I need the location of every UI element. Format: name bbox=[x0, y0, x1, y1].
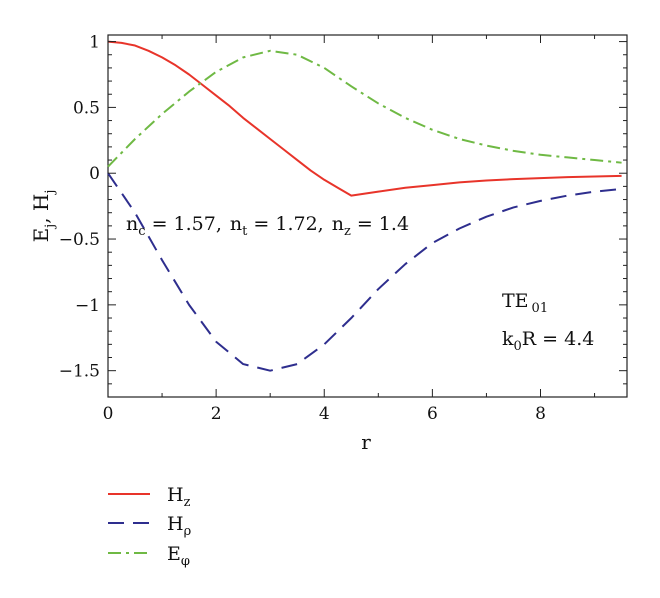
series-layer bbox=[107, 40, 622, 372]
y-tick-label: −0.5 bbox=[59, 230, 100, 250]
legend-label-ephi: Eφ bbox=[167, 543, 190, 569]
legend: Hz Hρ Eφ bbox=[108, 484, 191, 569]
x-tick-label: 4 bbox=[319, 404, 330, 424]
x-tick-label: 0 bbox=[103, 404, 114, 424]
y-axis-label: Ej, Hj bbox=[29, 190, 58, 243]
x-tick-label: 2 bbox=[211, 404, 222, 424]
params-annotation: nc = 1.57, nt = 1.72, nz = 1.4 bbox=[126, 213, 409, 239]
y-tick-label: 1 bbox=[89, 33, 100, 53]
plot-frame bbox=[107, 34, 628, 398]
y-label-h: H bbox=[29, 194, 53, 211]
y-label-e-sub: j bbox=[43, 224, 58, 230]
y-tick-label: −1.5 bbox=[59, 362, 100, 382]
y-label-h-sub: j bbox=[43, 190, 58, 196]
x-tick-label: 8 bbox=[535, 404, 546, 424]
x-axis-label: r bbox=[361, 430, 371, 454]
y-label-e: E bbox=[29, 228, 53, 243]
series-line-ephi bbox=[107, 49, 622, 168]
y-tick-label: 0.5 bbox=[73, 98, 100, 118]
legend-label-hz: Hz bbox=[167, 484, 191, 510]
x-tick-label: 6 bbox=[427, 404, 438, 424]
y-tick-label: 0 bbox=[89, 164, 100, 184]
y-tick-label: −1 bbox=[75, 296, 100, 316]
mode-annotation: TE 01 bbox=[502, 290, 548, 316]
series-line-hrho bbox=[107, 172, 622, 372]
legend-label-hrho: Hρ bbox=[167, 513, 191, 539]
ticks-layer: 0 2 4 6 8 1 0.5 0 −0.5 −1 −1.5 bbox=[59, 33, 627, 424]
series-line-hz bbox=[107, 40, 622, 197]
y-label-sep: , bbox=[29, 211, 53, 224]
k0r-annotation: k0R = 4.4 bbox=[502, 328, 594, 354]
